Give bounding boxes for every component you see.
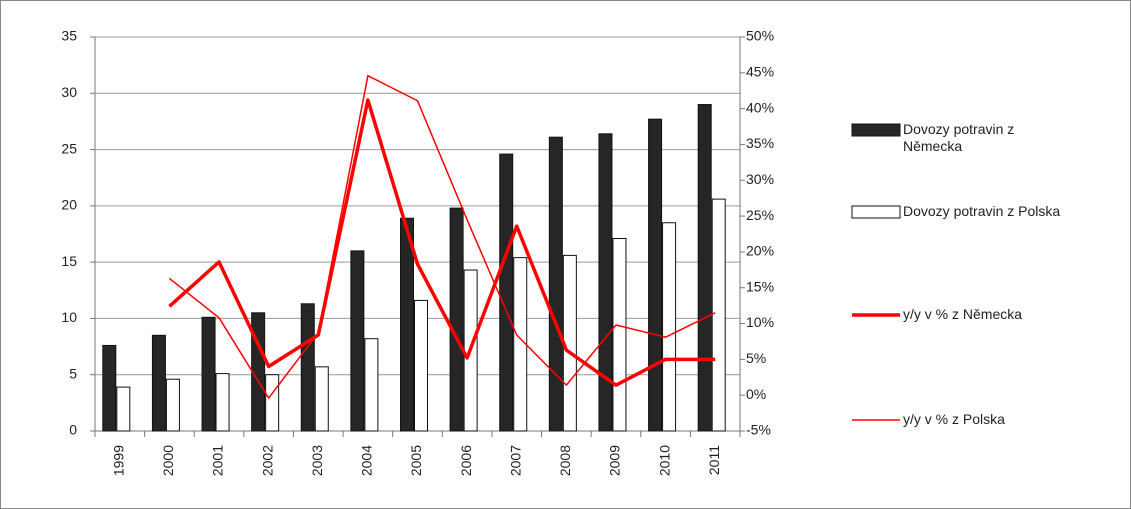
y2-tick-label: 25% <box>746 207 774 223</box>
bar <box>598 133 613 432</box>
y2-tick-label: 15% <box>746 278 774 294</box>
line <box>168 74 716 399</box>
x-tick-label: 2007 <box>507 445 523 476</box>
y-tick-label: 30 <box>61 84 77 100</box>
x-tick-label: 2008 <box>557 445 573 476</box>
line <box>168 98 716 387</box>
y2-tick-label: -5% <box>746 422 771 438</box>
bar <box>215 373 230 432</box>
y-tick-label: 35 <box>61 28 77 44</box>
x-tick-label: 2011 <box>706 445 722 475</box>
bar <box>612 238 627 432</box>
bar <box>513 257 528 432</box>
bar <box>350 250 365 432</box>
legend-label: Dovozy potravin z Německa <box>903 121 1015 154</box>
x-tick-label: 2000 <box>160 445 176 476</box>
bar <box>449 207 464 432</box>
y2-tick-label: 10% <box>746 314 774 330</box>
legend-label: y/y v % z Polska <box>903 411 1005 427</box>
bar <box>314 366 329 432</box>
y2-tick-label: 30% <box>746 171 774 187</box>
x-tick-label: 2006 <box>458 445 474 476</box>
x-tick-label: 2005 <box>408 445 424 476</box>
bar <box>102 344 117 432</box>
y-tick-label: 25 <box>61 140 77 156</box>
y2-tick-label: 5% <box>746 350 766 366</box>
legend-swatch <box>851 205 901 219</box>
y2-tick-label: 40% <box>746 99 774 115</box>
y-tick-label: 15 <box>61 253 77 269</box>
legend-swatch <box>851 123 901 137</box>
x-tick-label: 2002 <box>259 445 275 476</box>
y2-tick-label: 35% <box>746 135 774 151</box>
bar <box>201 316 216 432</box>
x-tick-label: 2004 <box>359 445 375 476</box>
bar <box>711 198 726 432</box>
y-tick-label: 0 <box>69 422 77 438</box>
bar <box>662 222 677 432</box>
x-tick-label: 2003 <box>309 445 325 476</box>
y-tick-label: 5 <box>69 365 77 381</box>
y2-tick-label: 50% <box>746 28 774 44</box>
bar <box>300 303 315 432</box>
bar <box>364 338 379 432</box>
bar <box>697 104 712 432</box>
bar <box>116 386 131 432</box>
bar <box>548 136 563 432</box>
y2-tick-label: 0% <box>746 386 766 402</box>
bar <box>648 118 663 432</box>
y-tick-label: 10 <box>61 309 77 325</box>
bar <box>265 374 280 432</box>
bar <box>151 334 166 432</box>
y2-tick-label: 20% <box>746 243 774 259</box>
legend-label: y/y v % z Německa <box>903 306 1023 322</box>
x-tick-label: 2001 <box>210 445 226 476</box>
y2-tick-label: 45% <box>746 64 774 80</box>
bar <box>414 299 428 432</box>
bar <box>499 153 514 432</box>
bar <box>251 312 266 432</box>
bar <box>165 378 180 432</box>
bar <box>400 217 414 432</box>
x-tick-label: 2010 <box>656 445 672 476</box>
y-tick-label: 20 <box>61 197 77 213</box>
legend-label: Dovozy potravin z Polska <box>903 203 1061 219</box>
x-tick-label: 1999 <box>111 445 127 476</box>
x-tick-label: 2009 <box>607 445 623 476</box>
